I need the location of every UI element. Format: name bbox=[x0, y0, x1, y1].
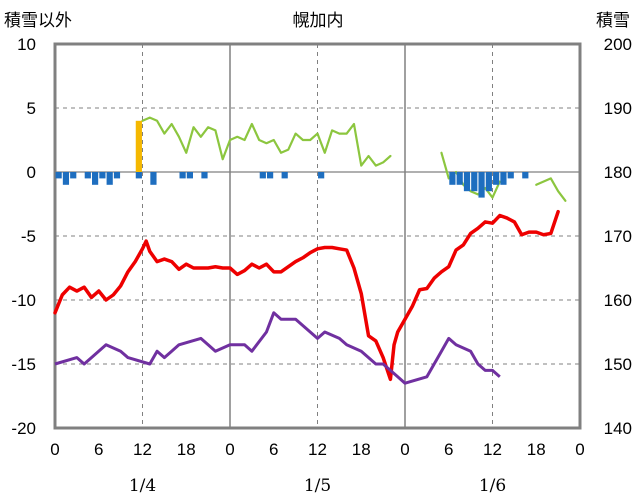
x-tick-label: 18 bbox=[352, 440, 371, 459]
snow_loss-bar bbox=[55, 172, 62, 179]
left-tick-label: -10 bbox=[11, 291, 36, 310]
right-tick-label: 140 bbox=[604, 419, 632, 438]
x-tick-label: 6 bbox=[94, 440, 103, 459]
left-tick-label: 10 bbox=[17, 35, 36, 54]
x-tick-label: 12 bbox=[308, 440, 327, 459]
right-tick-label: 160 bbox=[604, 291, 632, 310]
snow_loss-bar bbox=[449, 172, 456, 185]
date-label: 1/4 bbox=[129, 476, 156, 496]
left-tick-label: -20 bbox=[11, 419, 36, 438]
snow_loss-bar bbox=[201, 172, 208, 179]
chart-title: 幌加内 bbox=[292, 11, 344, 31]
snow_loss-bar bbox=[493, 172, 500, 185]
temperature-line bbox=[53, 209, 560, 382]
snow_loss-bar bbox=[318, 172, 325, 179]
left-axis-title: 積雪以外 bbox=[4, 11, 72, 31]
left-tick-label: -15 bbox=[11, 355, 36, 374]
snow_loss-bar bbox=[186, 172, 193, 179]
snow_loss-bar bbox=[135, 172, 142, 179]
snow_loss-bar bbox=[478, 172, 485, 198]
snow_loss-bar bbox=[507, 172, 514, 179]
snow_loss-bar bbox=[84, 172, 91, 179]
x-tick-label: 12 bbox=[483, 440, 502, 459]
snow_depth-line bbox=[535, 177, 567, 202]
left-tick-label: -5 bbox=[21, 227, 36, 246]
x-tick-label: 0 bbox=[50, 440, 59, 459]
right-tick-label: 170 bbox=[604, 227, 632, 246]
snow_loss-bar bbox=[179, 172, 186, 179]
right-tick-label: 190 bbox=[604, 99, 632, 118]
snow_loss-bar bbox=[99, 172, 106, 179]
snow_loss-bar bbox=[281, 172, 288, 179]
snow_loss-bar bbox=[70, 172, 77, 179]
dewpoint-line bbox=[54, 311, 501, 385]
date-label: 1/5 bbox=[304, 476, 331, 496]
snow_loss-bar bbox=[500, 172, 507, 185]
right-tick-label: 150 bbox=[604, 355, 632, 374]
x-tick-label: 6 bbox=[444, 440, 453, 459]
x-tick-label: 0 bbox=[225, 440, 234, 459]
x-tick-label: 18 bbox=[527, 440, 546, 459]
snow_depth-line bbox=[141, 116, 392, 167]
snowfall-bar bbox=[135, 120, 142, 172]
right-tick-label: 180 bbox=[604, 163, 632, 182]
snow_loss-bar bbox=[62, 172, 70, 185]
snow_loss-bar bbox=[463, 172, 471, 192]
snow_loss-bar bbox=[456, 172, 463, 185]
right-tick-label: 200 bbox=[604, 35, 632, 54]
snow_loss-bar bbox=[471, 172, 478, 192]
snow_loss-bar bbox=[267, 172, 274, 179]
snow_loss-bar bbox=[113, 172, 121, 179]
snow_loss-bar bbox=[522, 172, 529, 179]
snow_loss-bar bbox=[485, 172, 492, 192]
snow_loss-bar bbox=[150, 172, 157, 185]
snow_loss-bar bbox=[259, 172, 266, 179]
x-tick-label: 0 bbox=[575, 440, 584, 459]
x-tick-label: 0 bbox=[400, 440, 409, 459]
left-tick-label: 5 bbox=[27, 99, 36, 118]
snow_loss-bar bbox=[106, 172, 113, 185]
snow_loss-bar bbox=[92, 172, 99, 185]
x-tick-label: 6 bbox=[269, 440, 278, 459]
date-label: 1/6 bbox=[479, 476, 506, 496]
x-tick-label: 12 bbox=[133, 440, 152, 459]
right-axis-title: 積雪 bbox=[596, 11, 630, 31]
left-tick-label: 0 bbox=[27, 163, 36, 182]
x-tick-label: 18 bbox=[177, 440, 196, 459]
